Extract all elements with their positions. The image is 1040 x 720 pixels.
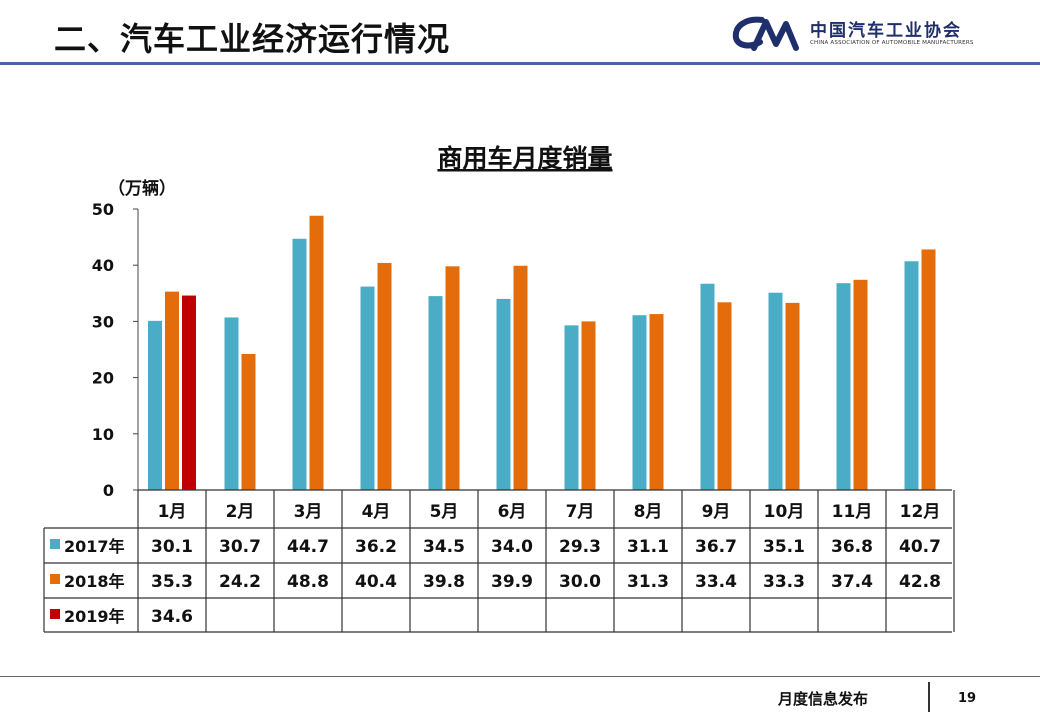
bar-2017年-11月: [836, 283, 851, 490]
category-label: 1月: [158, 502, 187, 522]
value-label: 34.6: [151, 607, 193, 627]
value-label: 24.2: [219, 572, 261, 592]
legend-label: 2018年: [64, 572, 125, 591]
y-axis: 0 10 20 30 40 50: [92, 200, 139, 500]
bar-2018年-6月: [513, 265, 528, 490]
value-label: 39.9: [491, 572, 533, 592]
category-label: 7月: [566, 502, 595, 522]
legend-swatch-2019年: [50, 609, 60, 619]
bar-2018年-3月: [309, 215, 324, 490]
bars: [148, 215, 936, 490]
y-tick-label: 0: [103, 481, 114, 500]
value-label: 34.0: [491, 537, 533, 557]
y-tick-label: 30: [92, 312, 114, 331]
logo-subtext: CHINA ASSOCIATION OF AUTOMOBILE MANUFACT…: [810, 40, 974, 46]
caam-logo: 中国汽车工业协会 CHINA ASSOCIATION OF AUTOMOBILE…: [732, 14, 1002, 56]
bar-2017年-6月: [496, 298, 511, 490]
header-rule: [0, 62, 1040, 65]
y-tick-label: 40: [92, 256, 114, 275]
value-label: 48.8: [287, 572, 329, 592]
bar-2018年-9月: [717, 302, 732, 490]
category-label: 10月: [764, 502, 805, 522]
category-label: 12月: [900, 502, 941, 522]
value-label: 30.7: [219, 537, 261, 557]
value-label: 35.3: [151, 572, 193, 592]
footer-rule: [0, 676, 1040, 677]
legend-label: 2019年: [64, 607, 125, 626]
bar-2017年-4月: [360, 286, 375, 490]
value-label: 34.5: [423, 537, 465, 557]
footer-text: 月度信息发布: [778, 690, 869, 708]
value-label: 36.7: [695, 537, 737, 557]
value-label: 31.3: [627, 572, 669, 592]
bar-2018年-11月: [853, 279, 868, 490]
y-axis-unit-label: （万辆）: [108, 178, 176, 199]
bar-2018年-1月: [165, 291, 179, 490]
value-label: 31.1: [627, 537, 669, 557]
bar-2017年-3月: [292, 238, 307, 490]
bar-2018年-7月: [581, 321, 596, 490]
bar-2017年-12月: [904, 261, 919, 490]
value-label: 33.4: [695, 572, 737, 592]
data-table: 1月 2月 3月 4月 5月 6月 7月 8月 9月 10月 11月 12月 2017年 30.1 30.7…: [43, 489, 955, 633]
bar-2017年-9月: [700, 283, 715, 490]
bar-2018年-5月: [445, 266, 460, 490]
category-label: 2月: [226, 502, 255, 522]
value-label: 35.1: [763, 537, 805, 557]
bar-2018年-2月: [241, 353, 256, 490]
bar-2017年-10月: [768, 292, 783, 490]
bar-2017年-5月: [428, 296, 443, 490]
legend-swatch-2018年: [50, 574, 60, 584]
value-label: 29.3: [559, 537, 601, 557]
bar-2017年-7月: [564, 325, 579, 490]
chart-title: 商用车月度销量: [437, 144, 612, 173]
value-label: 37.4: [831, 572, 873, 592]
y-tick-label: 50: [92, 200, 114, 219]
value-label: 40.4: [355, 572, 397, 592]
bar-2018年-10月: [785, 302, 800, 490]
category-label: 11月: [832, 502, 873, 522]
legend-label: 2017年: [64, 537, 125, 556]
category-label: 6月: [498, 502, 527, 522]
category-label: 5月: [430, 502, 459, 522]
value-label: 42.8: [899, 572, 941, 592]
value-label: 44.7: [287, 537, 329, 557]
value-label: 40.7: [899, 537, 941, 557]
logo-text: 中国汽车工业协会: [810, 21, 962, 41]
category-label: 4月: [362, 502, 391, 522]
bar-2019年-1月: [182, 295, 196, 490]
category-label: 9月: [702, 502, 731, 522]
caam-logo-mark: [732, 16, 799, 51]
bar-2018年-4月: [377, 262, 392, 490]
value-label: 33.3: [763, 572, 805, 592]
category-label: 3月: [294, 502, 323, 522]
bar-2017年-2月: [224, 317, 239, 490]
bar-2017年-1月: [148, 320, 162, 490]
page-number: 19: [958, 691, 977, 706]
value-label: 36.2: [355, 537, 397, 557]
value-label: 30.0: [559, 572, 601, 592]
value-label: 30.1: [151, 537, 193, 557]
value-label: 39.8: [423, 572, 465, 592]
legend-swatch-2017年: [50, 539, 60, 549]
bar-2018年-12月: [921, 249, 936, 490]
y-tick-label: 20: [92, 369, 114, 388]
value-label: 36.8: [831, 537, 873, 557]
bar-2017年-8月: [632, 315, 647, 490]
bar-2018年-8月: [649, 314, 664, 490]
slide-title: 二、汽车工业经济运行情况: [54, 20, 451, 58]
footer-divider: [928, 682, 930, 712]
y-tick-label: 10: [92, 425, 114, 444]
category-label: 8月: [634, 502, 663, 522]
